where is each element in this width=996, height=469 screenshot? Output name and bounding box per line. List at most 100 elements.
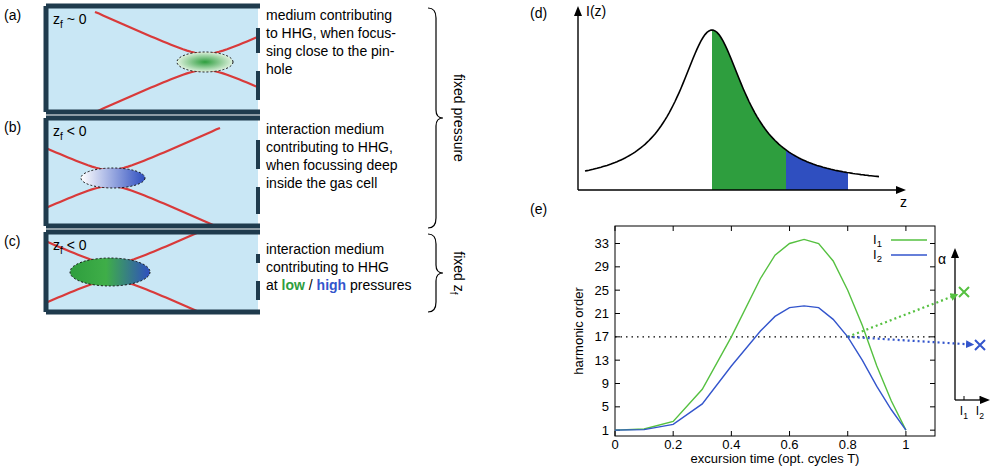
gas-cell xyxy=(46,118,258,226)
beam-group xyxy=(95,12,258,112)
x-tick xyxy=(615,431,616,436)
y-tick-label: 5 xyxy=(602,399,609,414)
y-tick xyxy=(930,313,935,314)
arrowhead xyxy=(574,6,582,16)
description: hole xyxy=(266,61,293,77)
description-part: low xyxy=(282,277,305,293)
beam-edge xyxy=(46,232,222,264)
y-tick xyxy=(930,243,935,244)
y-tick-label: 25 xyxy=(595,283,609,298)
y-tick xyxy=(930,406,935,407)
focus-position: zf ~ 0 xyxy=(53,11,87,30)
axis-label: z xyxy=(900,194,907,210)
y-tick xyxy=(615,383,620,384)
y-axis-title: harmonic order xyxy=(571,287,586,375)
description-part: pressures xyxy=(346,277,411,293)
figure: (a)zf ~ 0medium contributingto HHG, when… xyxy=(0,0,996,469)
description: when focussing deep xyxy=(265,157,398,173)
subscript: f xyxy=(448,292,459,295)
legend-swatch xyxy=(891,254,927,255)
inset-tick xyxy=(980,396,981,400)
beam-edge xyxy=(95,70,258,112)
text-base: fixed pressure xyxy=(451,74,467,162)
arrowhead xyxy=(896,186,906,194)
beam-edge xyxy=(95,12,258,54)
y-tick-label: 29 xyxy=(595,259,609,274)
description: inside the gas cell xyxy=(266,175,377,191)
x-axis-title: excursion time (opt. cycles T) xyxy=(691,451,860,466)
brace-label: fixed pressure xyxy=(451,74,467,162)
description: contributing to HHG xyxy=(266,259,389,275)
plot-frame xyxy=(615,226,935,436)
y-tick-label: 13 xyxy=(595,353,609,368)
brace xyxy=(428,8,443,228)
cell-panel: (c) zf < 0 interaction medium contributing … xyxy=(2,222,412,322)
description: contributing to HHG, xyxy=(266,139,393,155)
x-tick-label: 1 xyxy=(902,437,909,452)
y-tick xyxy=(615,243,620,244)
arrowhead xyxy=(951,248,959,258)
description: to HHG, when focus- xyxy=(266,25,396,41)
subscript: 2 xyxy=(979,411,984,421)
plot-area xyxy=(615,239,935,430)
description: sing close to the pin- xyxy=(266,43,395,59)
text-base: z xyxy=(53,237,60,253)
text-rest: ~ 0 xyxy=(63,11,87,27)
description-part: high xyxy=(317,277,347,293)
y-tick xyxy=(615,290,620,291)
inset: αI1I2 xyxy=(848,248,990,421)
gas-cell xyxy=(46,6,258,112)
x-tick-label: 0 xyxy=(611,437,618,452)
panel-letter: (a) xyxy=(4,7,21,23)
y-tick xyxy=(615,313,620,314)
panel-d: (d)I(z)z xyxy=(530,3,907,210)
brace xyxy=(428,234,443,312)
inset-marker xyxy=(975,340,985,350)
description: at low / high pressures xyxy=(266,277,412,293)
wall xyxy=(46,230,260,235)
x-tick xyxy=(847,226,848,231)
text-base: z xyxy=(53,123,60,139)
y-tick-label: 9 xyxy=(602,376,609,391)
panel-letter: (c) xyxy=(4,233,20,249)
brace-label: fixed zf xyxy=(448,251,467,294)
interaction-medium xyxy=(70,258,150,286)
x-tick xyxy=(731,226,732,231)
focus-position: zf < 0 xyxy=(53,237,87,256)
cell-panel: (b)zf < 0interaction mediumcontributing … xyxy=(0,118,398,228)
y-tick-label: 21 xyxy=(595,306,609,321)
beam-group xyxy=(46,232,222,312)
wall xyxy=(46,110,260,115)
panel-e: (e)00.20.40.60.81159131721252933excursio… xyxy=(530,201,935,466)
x-tick xyxy=(905,226,906,231)
description: interaction medium xyxy=(266,241,384,257)
y-tick xyxy=(930,290,935,291)
wall xyxy=(44,6,49,112)
wall xyxy=(46,224,260,229)
legend-sub: 2 xyxy=(877,253,882,264)
legend-label: I2 xyxy=(873,247,882,264)
mapping-arrow xyxy=(848,337,972,345)
beam-edge xyxy=(46,280,222,312)
panel-letter: (e) xyxy=(530,201,547,217)
axis-label: I(z) xyxy=(586,3,606,19)
description: medium contributing xyxy=(266,7,392,23)
pinhole-wall xyxy=(256,254,260,263)
pinhole-wall xyxy=(256,281,260,300)
x-tick xyxy=(789,431,790,436)
x-tick xyxy=(731,431,732,436)
y-tick xyxy=(930,430,935,431)
series-line xyxy=(615,239,906,430)
beam-group xyxy=(46,128,220,226)
y-tick xyxy=(615,406,620,407)
x-tick xyxy=(847,431,848,436)
y-tick-label: 33 xyxy=(595,236,609,251)
focus-position: zf < 0 xyxy=(53,123,87,142)
inset-tick-label: I2 xyxy=(976,404,984,421)
wall xyxy=(44,118,49,226)
pinhole-wall xyxy=(256,71,260,100)
text-base: fixed z xyxy=(451,251,467,291)
wall xyxy=(46,116,260,121)
x-tick-label: 0.4 xyxy=(722,437,740,452)
y-tick-label: 17 xyxy=(595,329,609,344)
